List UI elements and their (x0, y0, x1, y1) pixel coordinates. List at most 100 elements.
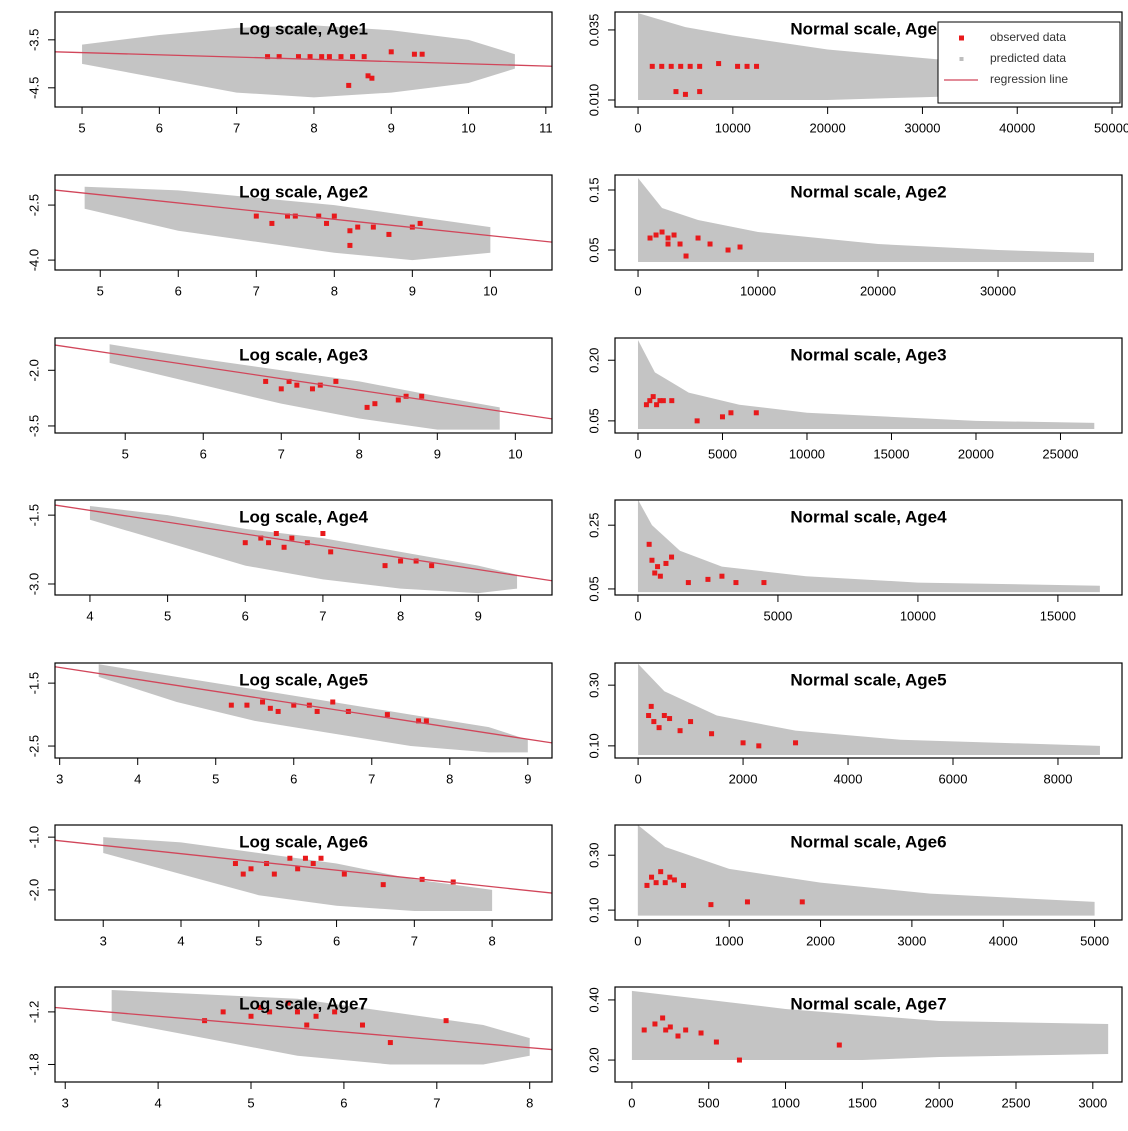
x-tick-label: 7 (433, 1095, 440, 1110)
observed-point (682, 91, 688, 97)
panel-title: Log scale, Age7 (239, 994, 368, 1013)
panel-title: Log scale, Age4 (239, 507, 368, 526)
predicted-cloud (111, 989, 530, 1065)
observed-point (370, 224, 376, 230)
x-tick-label: 4 (177, 933, 184, 948)
x-tick-label: 30000 (904, 120, 940, 135)
observed-point (232, 861, 238, 867)
panel: 5 6 7 8 9 10 -2.5 -4.0 Log scale, Age2 (26, 174, 553, 298)
observed-point (677, 241, 683, 247)
observed-point (285, 1000, 291, 1006)
observed-point (244, 702, 250, 708)
observed-point (429, 563, 435, 569)
observed-point (665, 241, 671, 247)
x-tick-label: 11 (539, 120, 553, 135)
panel: 5 6 7 8 9 10 11 -3.5 -4.5 Log scale, Age1 (26, 11, 553, 135)
x-tick-label: 1500 (848, 1095, 877, 1110)
panel-title: Normal scale, Age1 (790, 19, 946, 38)
observed-point (665, 235, 671, 241)
regression-line (55, 839, 552, 894)
observed-point (347, 228, 353, 234)
observed-point (423, 718, 429, 724)
x-tick-label: 4000 (834, 771, 863, 786)
plot-area (637, 825, 1095, 916)
predicted-cloud (638, 663, 1100, 755)
plot-area (55, 504, 552, 594)
observed-point (264, 861, 270, 867)
observed-point (671, 877, 677, 883)
panel: 0 1000 2000 3000 4000 5000 0.10 0.30 Normal scal… (586, 824, 1123, 948)
observed-point (643, 402, 649, 408)
x-tick-label: 5 (122, 446, 129, 461)
observed-point (248, 1013, 254, 1019)
predicted-cloud (98, 664, 528, 753)
observed-point (364, 404, 370, 410)
x-tick-label: 10000 (900, 608, 936, 623)
y-tick-label: 0.05 (586, 237, 601, 262)
observed-point (736, 1057, 742, 1063)
panel-title: Normal scale, Age5 (790, 670, 946, 689)
observed-point (707, 241, 713, 247)
observed-point (240, 871, 246, 877)
x-tick-label: 5 (247, 1095, 254, 1110)
observed-point (302, 855, 308, 861)
observed-point (667, 874, 673, 880)
plot-frame (614, 11, 1123, 108)
observed-point (688, 719, 694, 725)
x-tick-label: 7 (411, 933, 418, 948)
x-tick-label: 2500 (1002, 1095, 1031, 1110)
x-tick-label: 20000 (810, 120, 846, 135)
x-tick-label: 4 (154, 1095, 161, 1110)
observed-point (350, 54, 356, 60)
plot-frame (54, 174, 553, 271)
x-tick-label: 2000 (925, 1095, 954, 1110)
x-tick-label: 6 (175, 283, 182, 298)
x-tick-label: 6 (156, 120, 163, 135)
observed-point (419, 393, 425, 399)
observed-point (292, 213, 298, 219)
y-tick-label: -2.5 (26, 735, 41, 757)
observed-point (740, 740, 746, 746)
observed-point (698, 1030, 704, 1036)
observed-point (652, 570, 658, 576)
observed-point (673, 89, 679, 95)
observed-point (313, 1013, 319, 1019)
observed-point (294, 1009, 300, 1015)
observed-point (646, 541, 652, 547)
x-tick-label: 5 (164, 608, 171, 623)
observed-point (719, 414, 725, 420)
x-tick-label: 3000 (897, 933, 926, 948)
x-tick-label: 3 (56, 771, 63, 786)
observed-point (713, 1039, 719, 1045)
plot-area (631, 990, 1109, 1063)
observed-point (754, 63, 760, 69)
y-tick-label: -1.8 (26, 1053, 41, 1075)
legend: observed data predicted data regression li… (937, 21, 1121, 104)
x-tick-label: 50000 (1094, 120, 1128, 135)
x-tick-label: 0 (634, 283, 641, 298)
observed-point (660, 1015, 666, 1021)
regression-line (55, 504, 552, 582)
panel-title: Log scale, Age3 (239, 345, 368, 364)
x-tick-label: 5000 (708, 446, 737, 461)
observed-point (641, 1027, 647, 1033)
observed-point (683, 1027, 689, 1033)
x-tick-label: 0 (628, 1095, 635, 1110)
observed-point (416, 718, 422, 724)
observed-point (260, 699, 266, 705)
observed-point (266, 540, 272, 546)
plot-frame (54, 11, 553, 108)
legend-box (937, 21, 1121, 104)
plot-frame (54, 662, 553, 759)
observed-point (278, 386, 284, 392)
observed-point (675, 1033, 681, 1039)
panel: 3 4 5 6 7 8 9 -1.5 -2.5 Log scale, Age5 (26, 662, 553, 786)
x-tick-label: 40000 (999, 120, 1035, 135)
observed-point (709, 731, 715, 737)
observed-point (333, 378, 339, 384)
x-tick-label: 9 (524, 771, 531, 786)
plot-frame (614, 174, 1123, 271)
y-tick-label: 0.035 (586, 14, 601, 47)
plot-frame (54, 499, 553, 596)
